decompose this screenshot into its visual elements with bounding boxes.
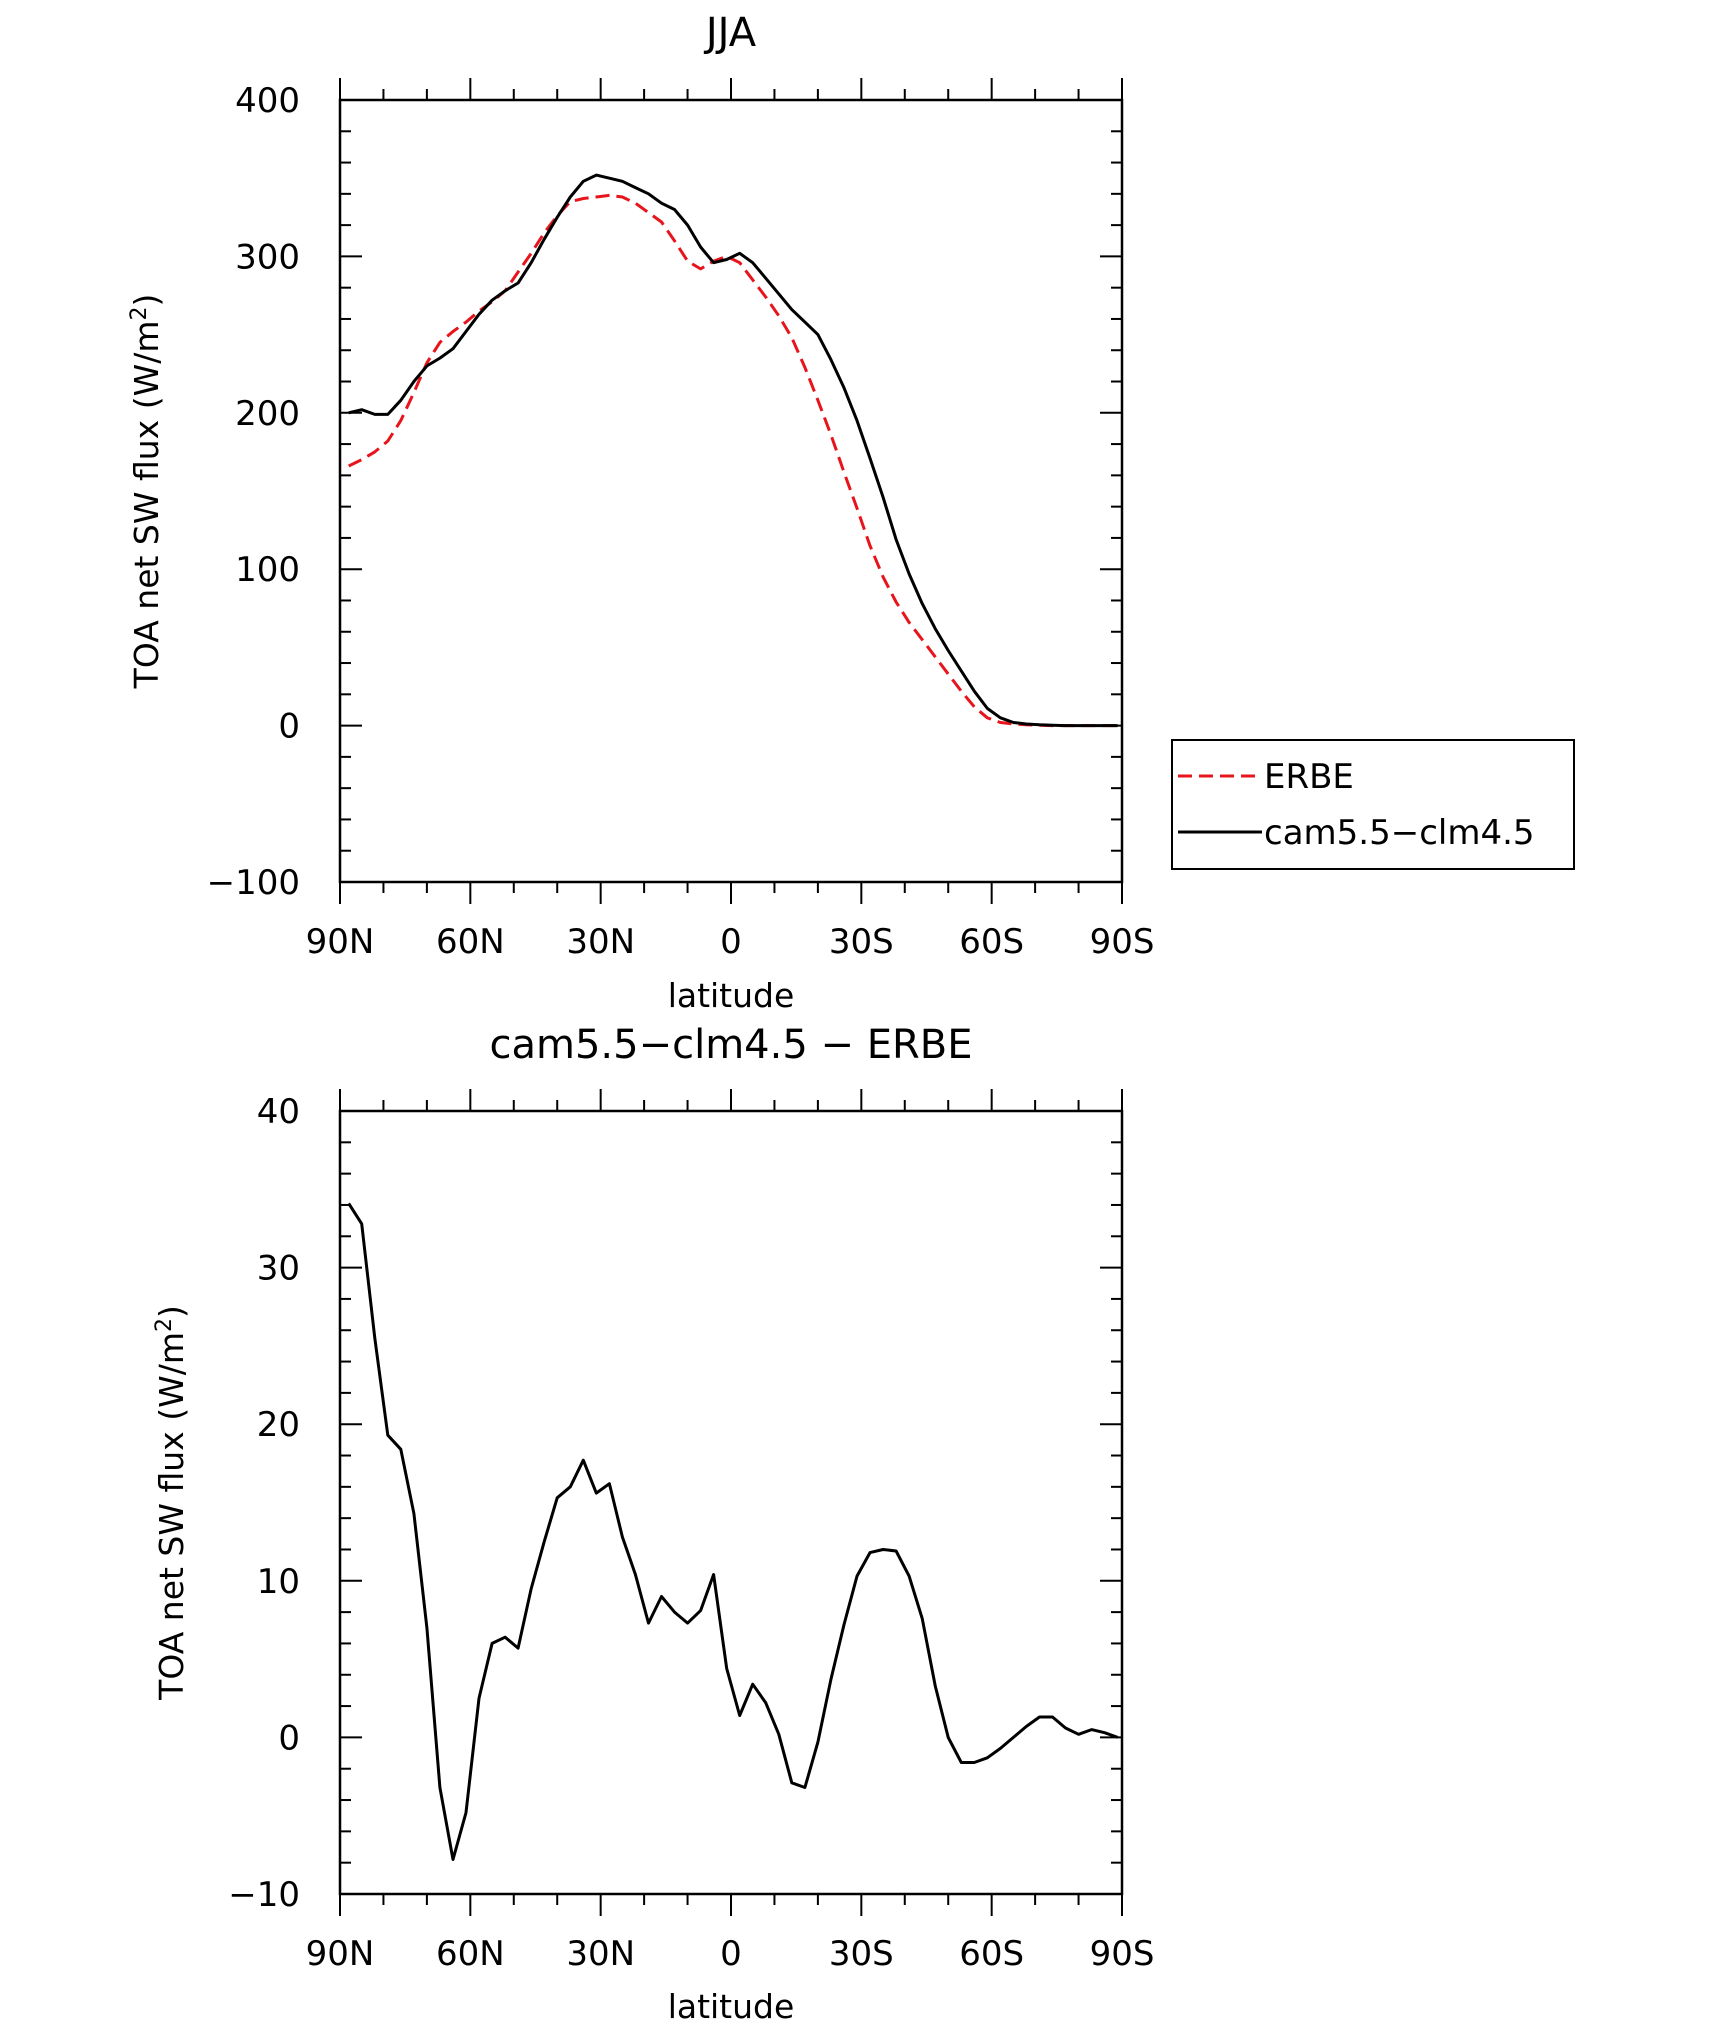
legend-label: cam5.5−clm4.5	[1264, 813, 1535, 853]
y-tick-label: 300	[235, 237, 300, 277]
y-tick-label: 10	[257, 1562, 300, 1602]
x-tick-label: 0	[720, 922, 742, 962]
x-tick-label: 90N	[306, 1934, 375, 1974]
y-tick-label: 20	[257, 1405, 300, 1445]
y-tick-label: 0	[278, 707, 300, 747]
x-tick-label: 60N	[436, 1934, 505, 1974]
y-axis-title-text: TOA net SW flux (W/m	[152, 1332, 191, 1701]
chart-title: cam5.5−clm4.5 − ERBE	[489, 1022, 972, 1068]
y-axis-title-superscript: 2	[127, 307, 152, 321]
y-tick-label: 40	[257, 1092, 300, 1132]
x-axis-title: latitude	[668, 1987, 795, 2021]
y-tick-label: 200	[235, 394, 300, 434]
x-tick-label: 90S	[1090, 1934, 1155, 1974]
y-tick-label: −10	[228, 1875, 300, 1915]
chart-title: JJA	[703, 10, 757, 56]
x-tick-label: 30N	[566, 1934, 635, 1974]
x-axis-title: latitude	[668, 976, 795, 1015]
x-tick-label: 60S	[959, 922, 1024, 962]
legend-label: ERBE	[1264, 757, 1354, 797]
series-line-cam5-5-clm4-5	[348, 173, 1118, 728]
plot-frame	[338, 98, 1124, 884]
y-axis-title-suffix: )	[152, 1305, 191, 1318]
y-axis-title-suffix: )	[127, 294, 166, 307]
x-tick-label: 30S	[829, 1934, 894, 1974]
y-axis-title: TOA net SW flux (W/m2)	[152, 1305, 191, 1701]
y-tick-label: −100	[207, 863, 300, 903]
series-line-difference	[347, 1202, 1119, 1861]
series-line-erbe	[348, 193, 1118, 728]
y-axis-title-superscript: 2	[152, 1318, 177, 1332]
y-axis-title: TOA net SW flux (W/m2)	[127, 294, 166, 690]
y-tick-label: 400	[235, 81, 300, 121]
y-tick-label: 0	[278, 1718, 300, 1758]
y-tick-label: 30	[257, 1249, 300, 1289]
x-tick-label: 60N	[436, 922, 505, 962]
x-tick-label: 90S	[1090, 922, 1155, 962]
y-axis-title-text: TOA net SW flux (W/m	[127, 321, 166, 690]
y-tick-label: 100	[235, 550, 300, 590]
x-tick-label: 90N	[306, 922, 375, 962]
x-tick-label: 30S	[829, 922, 894, 962]
plot-frame	[338, 1109, 1124, 1896]
x-tick-label: 60S	[959, 1934, 1024, 1974]
legend-box	[1171, 739, 1575, 870]
x-tick-label: 30N	[566, 922, 635, 962]
x-tick-label: 0	[720, 1934, 742, 1974]
legend: ERBE cam5.5−clm4.5	[1171, 739, 1575, 870]
